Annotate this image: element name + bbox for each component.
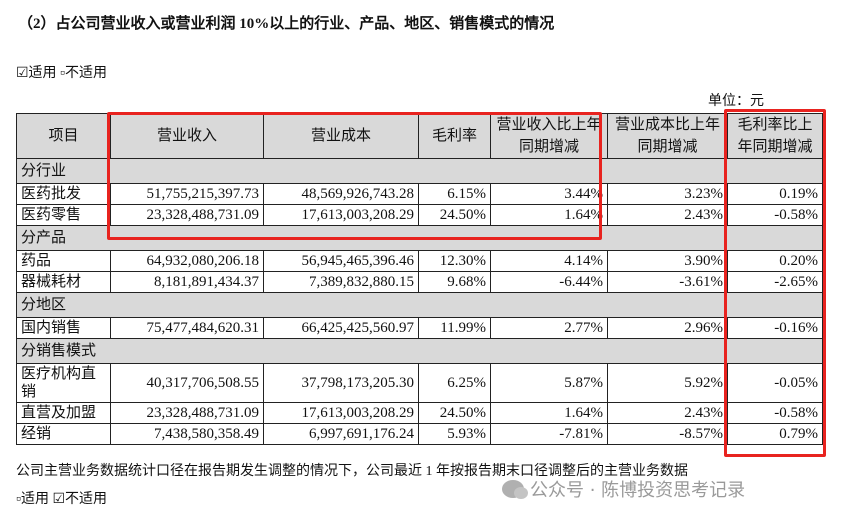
group-row: 分地区	[16, 292, 823, 318]
cell-value: -0.05%	[727, 363, 823, 403]
applicability-checkbox-2: ▫适用 ☑不适用	[16, 492, 108, 507]
cell-value: 7,438,580,358.49	[110, 423, 264, 445]
note-text: 公司主营业务数据统计口径在报告期发生调整的情况下，公司最近 1 年按报告期末口径…	[16, 464, 688, 479]
unit-label: 单位：元	[708, 94, 764, 109]
cell-value: 56,945,465,396.46	[263, 250, 419, 272]
cell-value: 9.68%	[418, 271, 491, 293]
cell-value: 24.50%	[418, 204, 491, 226]
table-row: 医药批发 51,755,215,397.73 48,569,926,743.28 6.…	[16, 183, 823, 205]
row-label: 医药零售	[16, 204, 111, 226]
cell-value: 2.43%	[607, 204, 728, 226]
table-row: 药品 64,932,080,206.18 56,945,465,396.46 12.3…	[16, 250, 823, 272]
row-label: 医疗机构直销	[16, 363, 111, 403]
cell-value: 64,932,080,206.18	[110, 250, 264, 272]
highlight-box-revenue	[107, 112, 602, 240]
column-header: 毛利率比上年同期增减	[727, 113, 823, 159]
row-label: 医药批发	[16, 183, 111, 205]
cell-value: -3.61%	[607, 271, 728, 293]
cell-value: 5.92%	[607, 363, 728, 403]
table-row: 直营及加盟 23,328,488,731.09 17,613,003,208.29 2…	[16, 402, 823, 424]
cell-value: 1.64%	[490, 402, 608, 424]
cell-value: -6.44%	[490, 271, 608, 293]
cell-value: 4.14%	[490, 250, 608, 272]
cell-value: 11.99%	[418, 317, 491, 339]
cell-value: -0.58%	[727, 402, 823, 424]
row-label: 器械耗材	[16, 271, 111, 293]
cell-value: 12.30%	[418, 250, 491, 272]
wechat-icon	[502, 480, 528, 499]
cell-value: -8.57%	[607, 423, 728, 445]
cell-value: -0.16%	[727, 317, 823, 339]
row-label: 直营及加盟	[16, 402, 111, 424]
group-row: 分销售模式	[16, 338, 823, 364]
highlight-box-margin-change	[724, 109, 826, 457]
section-title: （2）占公司营业收入或营业利润 10%以上的行业、产品、地区、销售模式的情况	[18, 16, 555, 32]
column-header: 营业成本比上年同期增减	[607, 113, 728, 159]
segment-table: 项目 营业收入 营业成本 毛利率 营业收入比上年同期增减 营业成本比上年同期增减 毛利率比上…	[16, 113, 823, 445]
cell-value: 48,569,926,743.28	[263, 183, 419, 205]
cell-value: 5.93%	[418, 423, 491, 445]
cell-value: 51,755,215,397.73	[110, 183, 264, 205]
group-label: 分销售模式	[16, 338, 823, 364]
cell-value: 2.77%	[490, 317, 608, 339]
watermark: 公众号 · 陈博投资思考记录	[502, 476, 745, 502]
cell-value: 0.19%	[727, 183, 823, 205]
cell-value: 2.43%	[607, 402, 728, 424]
cell-value: 75,477,484,620.31	[110, 317, 264, 339]
row-label: 药品	[16, 250, 111, 272]
cell-value: 3.23%	[607, 183, 728, 205]
cell-value: 17,613,003,208.29	[263, 402, 419, 424]
table-row: 国内销售 75,477,484,620.31 66,425,425,560.97 11…	[16, 317, 823, 339]
cell-value: 2.96%	[607, 317, 728, 339]
cell-value: 6,997,691,176.24	[263, 423, 419, 445]
row-label: 国内销售	[16, 317, 111, 339]
cell-value: 40,317,706,508.55	[110, 363, 264, 403]
cell-value: 5.87%	[490, 363, 608, 403]
cell-value: 7,389,832,880.15	[263, 271, 419, 293]
cell-value: -2.65%	[727, 271, 823, 293]
cell-value: 8,181,891,434.37	[110, 271, 264, 293]
group-row: 分行业	[16, 158, 823, 184]
cell-value: 3.90%	[607, 250, 728, 272]
cell-value: 23,328,488,731.09	[110, 402, 264, 424]
column-header: 项目	[16, 113, 111, 159]
group-label: 分地区	[16, 292, 823, 318]
applicability-checkbox: ☑适用 ▫不适用	[16, 66, 108, 81]
row-label: 经销	[16, 423, 111, 445]
group-label: 分行业	[16, 158, 823, 184]
table-header-row: 项目 营业收入 营业成本 毛利率 营业收入比上年同期增减 营业成本比上年同期增减 毛利率比上…	[16, 113, 823, 159]
table-row: 经销 7,438,580,358.49 6,997,691,176.24 5.93% -…	[16, 423, 823, 445]
watermark-text: 公众号 · 陈博投资思考记录	[530, 480, 746, 501]
table-row: 器械耗材 8,181,891,434.37 7,389,832,880.15 9.68…	[16, 271, 823, 293]
cell-value: 24.50%	[418, 402, 491, 424]
cell-value: 0.79%	[727, 423, 823, 445]
cell-value: 6.25%	[418, 363, 491, 403]
cell-value: 37,798,173,205.30	[263, 363, 419, 403]
table-row: 医疗机构直销 40,317,706,508.55 37,798,173,205.30…	[16, 363, 823, 403]
cell-value: 66,425,425,560.97	[263, 317, 419, 339]
cell-value: -7.81%	[490, 423, 608, 445]
column-header: 营业收入比上年同期增减	[490, 113, 608, 159]
